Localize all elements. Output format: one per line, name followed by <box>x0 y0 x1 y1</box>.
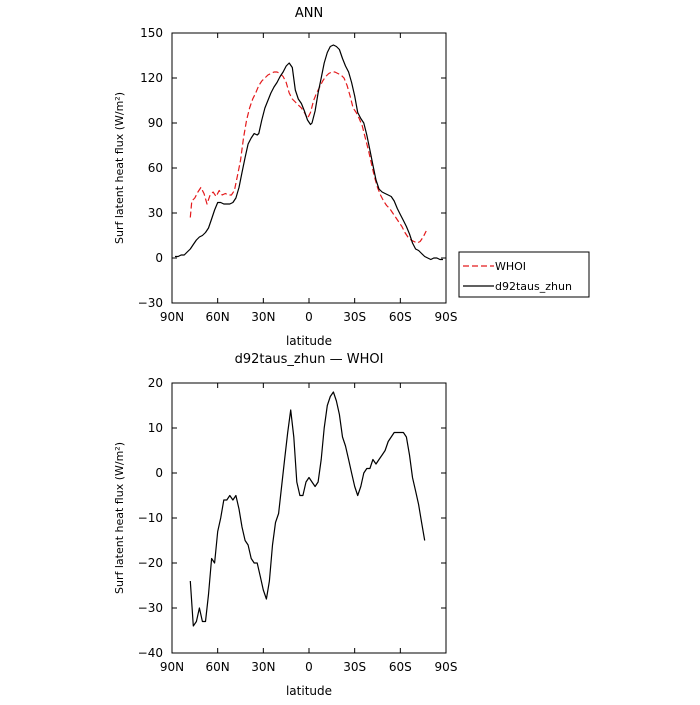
bottom-series <box>189 391 426 627</box>
bottom-x-tick-label-2: 30N <box>251 660 275 674</box>
top-y-tick-label-0: −30 <box>138 296 163 310</box>
bottom-y-axis-label: Surf latent heat flux (W/m²) <box>113 442 126 594</box>
top-plot-frame <box>171 32 447 304</box>
top-y-tick-label-1: 0 <box>155 251 163 265</box>
legend-label-whoi: WHOI <box>495 260 526 273</box>
bottom-x-tick-label-4: 30S <box>343 660 366 674</box>
bottom-y-tick-label-6: 20 <box>148 376 163 390</box>
bottom-plot-frame <box>171 382 447 654</box>
top-chart-title: ANN <box>295 6 323 21</box>
panel-top: ANN 90N 60N 30N 0 30S 60S 90S −30 0 30 60 90 120 150… <box>113 6 590 348</box>
top-x-ticks: 90N 60N 30N 0 30S 60S 90S <box>160 33 458 324</box>
legend-box <box>458 251 590 298</box>
top-y-ticks: −30 0 30 60 90 120 150 <box>138 26 446 310</box>
bottom-x-tick-label-0: 90N <box>160 660 184 674</box>
top-series <box>175 44 443 261</box>
top-x-tick-label-2: 30N <box>251 310 275 324</box>
top-x-axis-label: latitude <box>286 334 332 348</box>
top-x-tick-label-1: 60N <box>206 310 230 324</box>
bottom-x-ticks: 90N 60N 30N 0 30S 60S 90S <box>160 383 458 674</box>
bottom-y-tick-label-5: 10 <box>148 421 163 435</box>
legend: WHOI d92taus_zhun <box>458 251 590 298</box>
bottom-chart-title: d92taus_zhun — WHOI <box>235 352 384 367</box>
top-y-tick-label-5: 120 <box>140 71 163 85</box>
bottom-y-tick-label-3: −10 <box>138 511 163 525</box>
top-y-tick-label-6: 150 <box>140 26 163 40</box>
bottom-x-tick-label-5: 60S <box>389 660 412 674</box>
legend-label-d92taus-zhun: d92taus_zhun <box>495 280 572 293</box>
top-y-axis-label: Surf latent heat flux (W/m²) <box>113 92 126 244</box>
top-x-tick-label-6: 90S <box>435 310 458 324</box>
bottom-y-tick-label-1: −30 <box>138 601 163 615</box>
top-series-line-whoi <box>189 71 427 244</box>
bottom-series-line-difference <box>189 391 426 627</box>
top-y-tick-label-4: 90 <box>148 116 163 130</box>
top-x-tick-label-5: 60S <box>389 310 412 324</box>
bottom-y-ticks: −40 −30 −20 −10 0 10 20 <box>138 376 446 660</box>
bottom-y-tick-label-4: 0 <box>155 466 163 480</box>
top-x-tick-label-3: 0 <box>305 310 313 324</box>
top-series-line-d92taus-zhun <box>175 44 443 261</box>
top-y-tick-label-3: 60 <box>148 161 163 175</box>
bottom-x-tick-label-3: 0 <box>305 660 313 674</box>
bottom-x-tick-label-1: 60N <box>206 660 230 674</box>
top-x-tick-label-4: 30S <box>343 310 366 324</box>
bottom-x-tick-label-6: 90S <box>435 660 458 674</box>
top-y-tick-label-2: 30 <box>148 206 163 220</box>
top-x-tick-label-0: 90N <box>160 310 184 324</box>
bottom-x-axis-label: latitude <box>286 684 332 698</box>
panel-bottom: d92taus_zhun — WHOI 90N 60N 30N 0 30S 60S 90S … <box>113 352 457 698</box>
bottom-y-tick-label-2: −20 <box>138 556 163 570</box>
bottom-y-tick-label-0: −40 <box>138 646 163 660</box>
